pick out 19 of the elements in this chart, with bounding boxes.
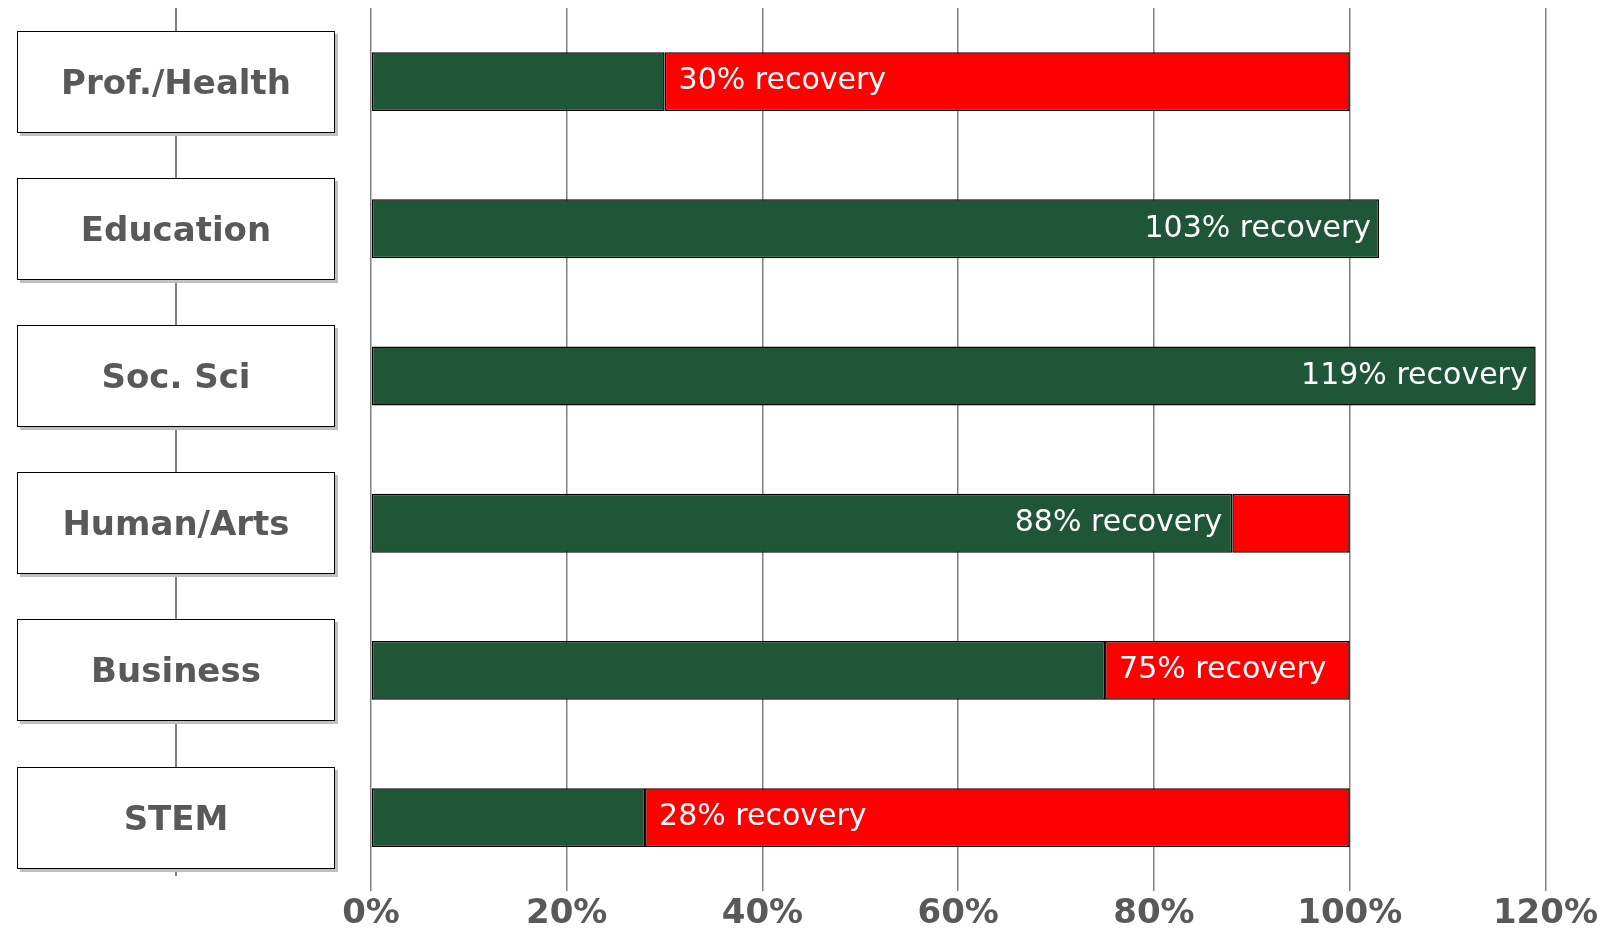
data-label: 88% recovery [1014, 503, 1223, 538]
data-label: 28% recovery [659, 797, 867, 833]
data-label: 75% recovery [1119, 650, 1327, 686]
y-tick-label: Education [80, 208, 272, 249]
y-tick-label: Business [91, 650, 261, 691]
y-tick-label: Human/Arts [62, 503, 290, 544]
x-tick-label: 0% [342, 891, 400, 932]
data-label: 30% recovery [678, 61, 887, 97]
y-tick-label: STEM [123, 797, 229, 838]
x-tick-label: 60% [917, 891, 999, 932]
y-tick-label: Soc. Sci [101, 356, 251, 396]
y-tick-label: Prof./Health [61, 61, 291, 102]
data-label: 103% recovery [1144, 208, 1372, 244]
x-tick-label: 120% [1492, 891, 1598, 932]
x-tick-label: 80% [1113, 891, 1195, 932]
x-tick-label: 100% [1297, 891, 1403, 932]
x-tick-label: 20% [526, 891, 608, 932]
data-label: 119% recovery [1301, 355, 1528, 391]
x-tick-label: 40% [721, 891, 804, 932]
